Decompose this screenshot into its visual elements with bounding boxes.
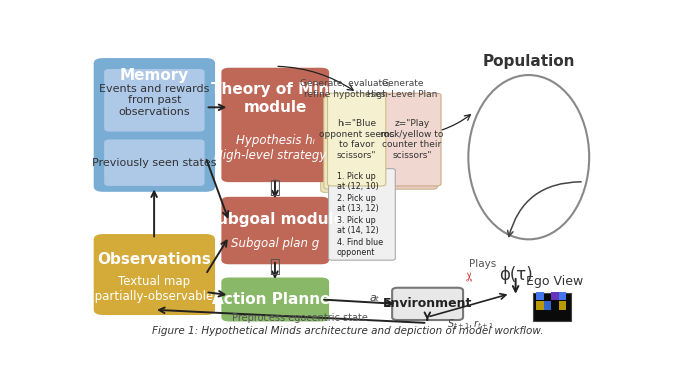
Text: 4. Find blue
opponent: 4. Find blue opponent xyxy=(337,238,383,257)
FancyBboxPatch shape xyxy=(321,100,379,192)
Text: Plays: Plays xyxy=(469,259,497,269)
FancyBboxPatch shape xyxy=(104,139,205,186)
FancyBboxPatch shape xyxy=(94,234,215,315)
FancyBboxPatch shape xyxy=(376,242,390,255)
FancyBboxPatch shape xyxy=(329,169,395,260)
FancyBboxPatch shape xyxy=(376,197,390,210)
Text: Observations: Observations xyxy=(98,251,212,267)
Text: Population: Population xyxy=(483,54,575,69)
FancyBboxPatch shape xyxy=(94,58,215,192)
Text: Hypothesis hᵢ
High-level strategy z: Hypothesis hᵢ High-level strategy z xyxy=(214,134,336,162)
Text: Ⓜ: Ⓜ xyxy=(270,258,280,276)
Text: Preprocess egocentric state: Preprocess egocentric state xyxy=(233,313,368,323)
Text: Ⓜ: Ⓜ xyxy=(270,179,280,197)
FancyBboxPatch shape xyxy=(221,277,329,322)
FancyBboxPatch shape xyxy=(221,68,329,182)
Text: Ego View: Ego View xyxy=(526,275,584,288)
FancyBboxPatch shape xyxy=(544,301,551,310)
FancyBboxPatch shape xyxy=(104,69,205,131)
FancyBboxPatch shape xyxy=(559,292,566,300)
Text: Events and rewards
from past
observations: Events and rewards from past observation… xyxy=(99,84,210,117)
FancyBboxPatch shape xyxy=(221,197,329,264)
Text: Memory: Memory xyxy=(120,67,189,83)
Text: 2. Pick up
at (13, 12): 2. Pick up at (13, 12) xyxy=(337,194,379,213)
FancyBboxPatch shape xyxy=(327,93,386,186)
FancyBboxPatch shape xyxy=(376,176,390,189)
Text: Textual map
(partially-observable): Textual map (partially-observable) xyxy=(90,275,218,303)
Text: aₜ: aₜ xyxy=(370,293,380,303)
Text: Theory of Mind
module: Theory of Mind module xyxy=(211,82,340,115)
FancyBboxPatch shape xyxy=(392,288,463,320)
FancyBboxPatch shape xyxy=(376,219,390,232)
Text: ϕ(τ): ϕ(τ) xyxy=(499,266,532,284)
Text: 1. Pick up
at (12, 10): 1. Pick up at (12, 10) xyxy=(337,172,379,191)
Text: ✂: ✂ xyxy=(465,271,478,281)
FancyBboxPatch shape xyxy=(551,292,559,300)
Text: Previously seen states: Previously seen states xyxy=(92,158,217,168)
Text: Subgoal plan g: Subgoal plan g xyxy=(231,237,319,250)
FancyBboxPatch shape xyxy=(379,96,437,189)
Text: hᵢ="Blue
opponent seems
to favor
scissors": hᵢ="Blue opponent seems to favor scissor… xyxy=(319,120,395,160)
FancyBboxPatch shape xyxy=(533,293,571,320)
Text: Generate
High-Level Plan: Generate High-Level Plan xyxy=(367,80,438,99)
Text: z="Play
rock/yellow to
counter their
scissors": z="Play rock/yellow to counter their sci… xyxy=(380,120,443,160)
Text: Figure 1: Hypothetical Minds architecture and depiction of model workflow.: Figure 1: Hypothetical Minds architectur… xyxy=(152,326,543,336)
Text: Generate, evaluate,
refine hypotheses: Generate, evaluate, refine hypotheses xyxy=(300,80,390,99)
Text: $S_{t+1}, r_{t+1}$: $S_{t+1}, r_{t+1}$ xyxy=(447,317,495,331)
FancyBboxPatch shape xyxy=(382,93,441,186)
Text: Environment: Environment xyxy=(383,298,473,311)
Text: Subgoal module: Subgoal module xyxy=(206,213,344,227)
FancyBboxPatch shape xyxy=(536,301,544,310)
Text: 3. Pick up
at (14, 12): 3. Pick up at (14, 12) xyxy=(337,216,379,235)
FancyBboxPatch shape xyxy=(559,301,566,310)
Text: Action Planner: Action Planner xyxy=(212,292,338,307)
FancyBboxPatch shape xyxy=(536,292,544,300)
FancyBboxPatch shape xyxy=(324,96,382,189)
